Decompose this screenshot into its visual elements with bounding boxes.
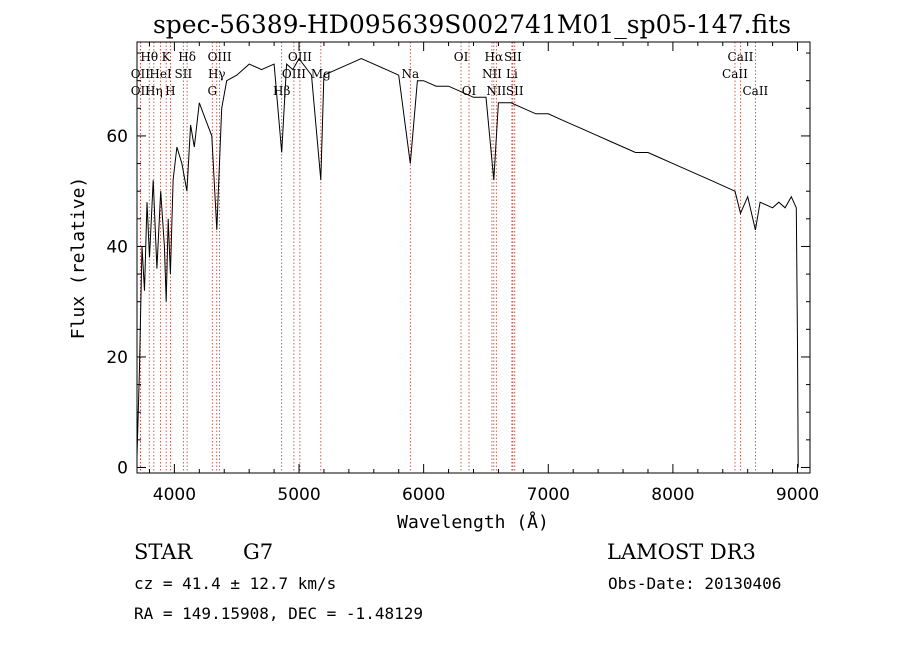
spectral-line-label: SII xyxy=(504,50,522,64)
x-tick-label: 5000 xyxy=(277,485,320,505)
object-class: STAR xyxy=(134,540,193,564)
x-axis-label: Wavelength (Å) xyxy=(397,511,549,533)
survey-name: LAMOST DR3 xyxy=(607,540,756,564)
y-tick-label: 40 xyxy=(106,237,128,257)
spectral-line-label: OIII xyxy=(288,50,312,64)
spectral-line-label: Hβ xyxy=(273,84,290,98)
x-tick-label: 6000 xyxy=(402,485,445,505)
spectral-line-label: H xyxy=(165,84,175,98)
spectrum-series-line xyxy=(136,57,799,468)
redshift-velocity: cz = 41.4 ± 12.7 km/s xyxy=(134,574,336,593)
spectral-line-label: Hδ xyxy=(178,50,196,64)
y-tick-label: 0 xyxy=(117,458,128,478)
observation-date: Obs-Date: 20130406 xyxy=(608,574,781,593)
chart-title: spec-56389-HD095639S002741M01_sp05-147.f… xyxy=(153,10,791,39)
spectral-line-label: OI xyxy=(454,50,469,64)
object-subclass: G7 xyxy=(243,540,273,564)
spectral-line-label: OIII xyxy=(208,50,232,64)
y-axis-label: Flux (relative) xyxy=(68,177,89,340)
spectral-line-label: CaII xyxy=(722,67,748,81)
spectral-line-label: SII xyxy=(175,67,193,81)
plot-frame xyxy=(136,41,811,474)
spectral-line-label: Hη xyxy=(145,84,163,98)
spectral-line-label: G xyxy=(207,84,217,98)
spectral-line-label: OII xyxy=(131,67,151,81)
spectral-line-label: NII xyxy=(486,84,506,98)
spectral-line-label: Mg xyxy=(311,67,331,81)
spectral-line-label: HeI xyxy=(149,67,172,81)
y-tick-label: 60 xyxy=(106,127,128,147)
spectral-line-markers xyxy=(139,42,756,473)
x-axis-ticks: 4000 5000 6000 7000 8000 9000 xyxy=(148,42,819,505)
coordinates: RA = 149.15908, DEC = -1.48129 xyxy=(134,604,423,623)
y-axis-ticks: 0 20 40 60 xyxy=(106,52,810,478)
x-tick-label: 8000 xyxy=(651,485,694,505)
spectral-line-label: SII xyxy=(506,84,524,98)
spectral-line-label: OII xyxy=(131,84,151,98)
spectral-line-label: K xyxy=(162,50,172,64)
spectral-line-label: Na xyxy=(401,67,419,81)
x-tick-label: 9000 xyxy=(776,485,819,505)
spectral-line-label: CaII xyxy=(742,84,768,98)
y-tick-label: 20 xyxy=(106,348,128,368)
spectral-line-label: Hα xyxy=(485,50,504,64)
x-tick-label: 4000 xyxy=(153,485,196,505)
spectral-line-label: OI xyxy=(462,84,477,98)
x-tick-label: 7000 xyxy=(527,485,570,505)
spectral-line-label: Hγ xyxy=(208,67,226,81)
spectral-line-label: OIII xyxy=(282,67,306,81)
spectral-line-label: Hθ xyxy=(140,50,158,64)
spectral-line-label: CaII xyxy=(728,50,754,64)
spectral-line-label: Li xyxy=(506,67,518,81)
spectral-line-label: NII xyxy=(482,67,502,81)
